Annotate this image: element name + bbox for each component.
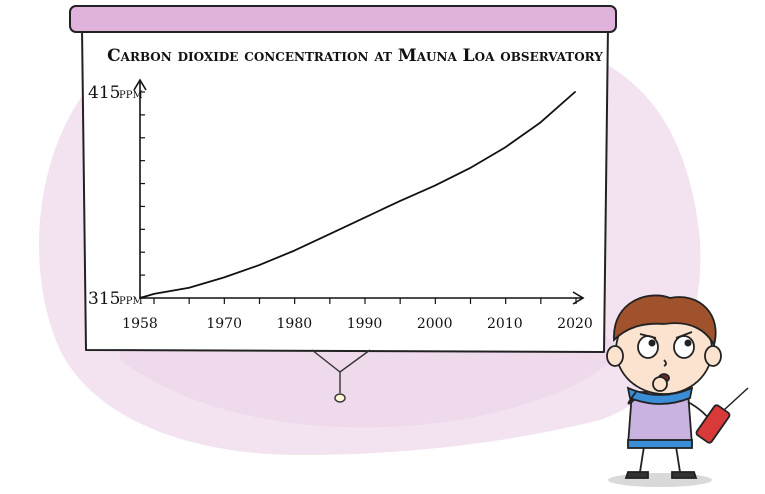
projection-screen (81, 25, 609, 353)
x-axis-ticks: 1958 1970 1980 1990 2000 2010 2020 (122, 298, 593, 332)
x-tick-label: 1990 (347, 316, 383, 332)
shirt-hem (627, 439, 693, 449)
y-axis-arrow (133, 78, 147, 91)
x-tick-label: 1958 (122, 316, 158, 332)
y-tick-label: 415 (88, 83, 120, 103)
screen-roller-banner (69, 5, 617, 33)
y-tick-label: 315 (88, 289, 120, 309)
y-tick-unit: PPM (119, 296, 143, 307)
x-tick-label: 2010 (487, 316, 523, 332)
right-shoe (671, 471, 698, 479)
chart-title: Carbon dioxide concentration at Mauna Lo… (107, 46, 603, 66)
cartoon-boy-holding-remote-icon (606, 294, 749, 487)
scarf (626, 386, 694, 405)
x-tick-label: 2000 (417, 316, 453, 332)
hair (613, 294, 717, 348)
x-tick-label: 1980 (277, 316, 313, 332)
ground-shadow (608, 473, 712, 487)
chart-series (139, 91, 576, 299)
background-blob-inner (120, 330, 620, 428)
co2-series-line (139, 91, 576, 299)
x-tick-label: 1970 (206, 316, 242, 332)
left-shoe (624, 471, 649, 479)
co2-line-chart: Carbon dioxide concentration at Mauna Lo… (88, 46, 603, 332)
screen-pull-cord (311, 349, 371, 403)
x-tick-label: 2020 (557, 316, 593, 332)
y-tick-unit: PPM (119, 90, 143, 101)
remote-control (695, 404, 731, 444)
remote-antenna (723, 387, 749, 411)
